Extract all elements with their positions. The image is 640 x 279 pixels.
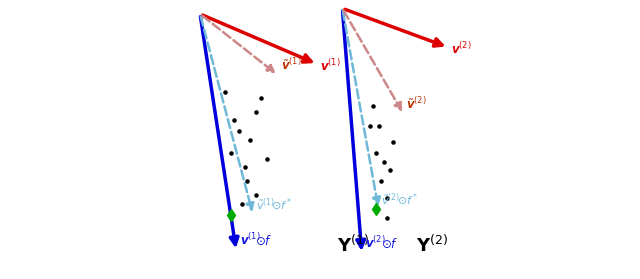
Text: $\odot f$: $\odot f$ bbox=[255, 234, 273, 248]
Text: $\mathbf{Y}^{(2)}$: $\mathbf{Y}^{(2)}$ bbox=[415, 235, 447, 256]
Text: $\odot f^*$: $\odot f^*$ bbox=[397, 191, 418, 208]
Text: $\odot f^*$: $\odot f^*$ bbox=[271, 197, 292, 213]
Text: $\boldsymbol{v}^{(1)}$: $\boldsymbol{v}^{(1)}$ bbox=[239, 232, 260, 248]
Text: $\boldsymbol{v}^{(2)}$: $\boldsymbol{v}^{(2)}$ bbox=[451, 41, 472, 57]
Text: $\odot f$: $\odot f$ bbox=[381, 237, 398, 251]
Text: $\boldsymbol{v}^{(2)}$: $\boldsymbol{v}^{(2)}$ bbox=[365, 235, 386, 251]
Text: $\tilde{\boldsymbol{v}}^{(2)}$: $\tilde{\boldsymbol{v}}^{(2)}$ bbox=[406, 96, 428, 112]
Text: $\boldsymbol{v}^{(1)}$: $\boldsymbol{v}^{(1)}$ bbox=[320, 58, 340, 73]
Text: $\tilde{\boldsymbol{v}}^{(1)}$: $\tilde{\boldsymbol{v}}^{(1)}$ bbox=[281, 57, 301, 73]
Text: $\tilde{v}^{(1)}$: $\tilde{v}^{(1)}$ bbox=[256, 197, 275, 213]
Text: $\mathbf{Y}^{(1)}$: $\mathbf{Y}^{(1)}$ bbox=[337, 235, 369, 256]
Text: $\tilde{v}^{(2)}$: $\tilde{v}^{(2)}$ bbox=[381, 191, 401, 208]
